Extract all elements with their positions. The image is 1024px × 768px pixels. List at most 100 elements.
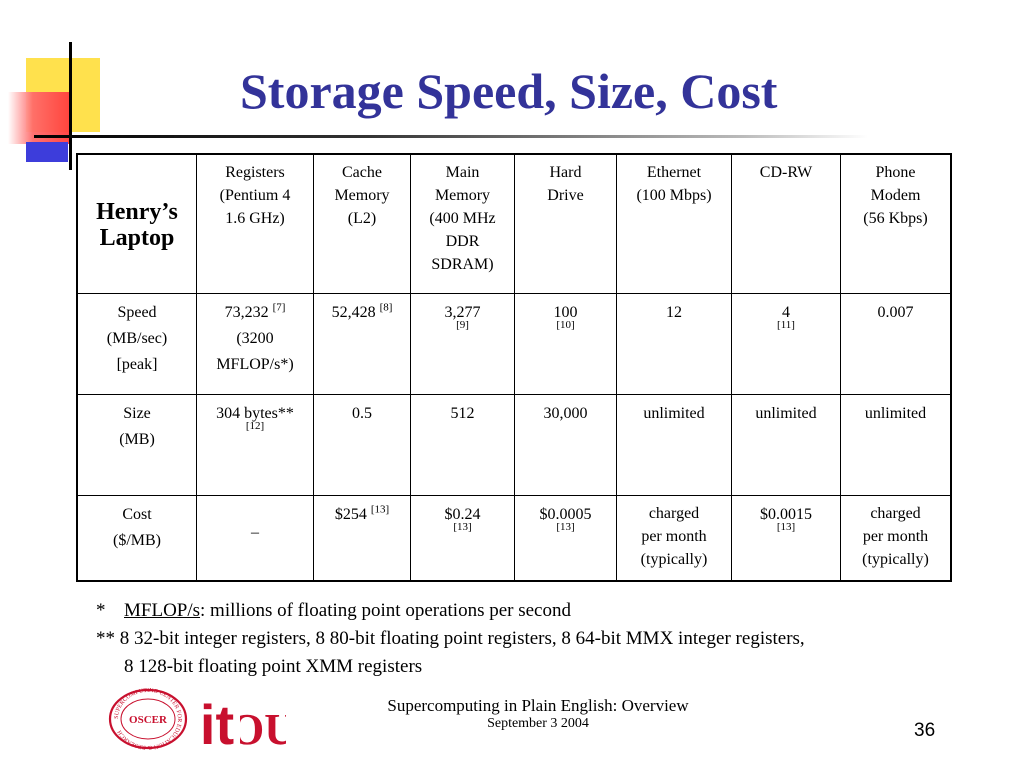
table-cell: 0.5 [313, 394, 411, 496]
column-header-line: (56 Kbps) [863, 210, 928, 227]
table-cell: charged per month (typically) [840, 495, 952, 582]
column-header: Cache Memory (L2) [313, 153, 411, 294]
cell-value: 30,000 [543, 405, 588, 422]
column-header-line: Modem [870, 187, 921, 204]
cell-line: charged [870, 505, 921, 522]
column-header-line: (Pentium 4 [219, 187, 291, 204]
row-label-line: Size [123, 405, 151, 422]
storage-table: Henry’s Laptop Registers (Pentium 4 1.6 GH… [76, 153, 952, 582]
column-header-line: (L2) [347, 210, 377, 227]
column-header-line: (100 Mbps) [636, 187, 712, 204]
cell-line: per month [641, 528, 707, 545]
ou-logo-text: OU [240, 705, 286, 750]
column-header-line: Phone [875, 164, 916, 181]
footnote-2: ** 8 32-bit integer registers, 8 80-bit … [96, 625, 805, 653]
cell-ref: [13] [556, 521, 575, 533]
column-header-line: Main [445, 164, 480, 181]
decor-blue-square [26, 142, 68, 162]
table-cell: $254 [13] [313, 495, 411, 582]
cell-value-line: 12 [621, 300, 727, 326]
footer-date: September 3 2004 [487, 716, 589, 731]
column-header: CD-RW [731, 153, 841, 294]
cell-line: charged [648, 505, 700, 522]
cell-ref: [13] [453, 521, 472, 533]
table-row: Size (MB) 304 bytes** [12] 0.5 512 30,000 unlim… [76, 394, 952, 496]
cell-value: – [251, 524, 259, 541]
footnote-1-text: : millions of floating point operations … [200, 600, 571, 621]
table-cell: – [196, 495, 314, 582]
cell-value-line: $0.24 [415, 502, 510, 528]
cell-ref: [7] [272, 301, 286, 314]
table-cell: charged per month (typically) [616, 495, 732, 582]
cell-value: 3,277 [444, 304, 481, 321]
table-cell: 73,232 [7] (3200 MFLOP/s*) [196, 293, 314, 395]
cell-value-line: unlimited [736, 401, 836, 427]
cell-line: (typically) [640, 551, 708, 568]
column-header-line: (400 MHz [429, 210, 496, 227]
cell-value-line: 52,428 [8] [318, 300, 406, 326]
cell-value: 52,428 [331, 304, 376, 321]
column-header: Phone Modem (56 Kbps) [840, 153, 952, 294]
cell-value: unlimited [864, 405, 927, 422]
cell-value: 512 [450, 405, 475, 422]
cell-value: 73,232 [224, 304, 269, 321]
row-label-line: [peak] [116, 356, 158, 373]
table-cell: unlimited [731, 394, 841, 496]
cell-value-line: $0.0015 [736, 502, 836, 528]
table-cell: 4 [11] [731, 293, 841, 395]
cell-value: unlimited [643, 405, 705, 422]
column-header-line: DDR [445, 233, 480, 250]
cell-ref: [13] [776, 521, 796, 533]
cell-value-line: unlimited [621, 401, 727, 427]
it-logo-text: it [200, 693, 234, 750]
cell-value-line: 304 bytes** [201, 401, 309, 427]
row-label: Size (MB) [76, 394, 197, 496]
footnote-2-text: 8 32-bit integer registers, 8 80-bit flo… [115, 628, 805, 649]
table-corner-cell: Henry’s Laptop [76, 153, 197, 294]
column-header: Main Memory (400 MHz DDR SDRAM) [410, 153, 515, 294]
cell-value-line: 0.5 [318, 401, 406, 427]
cell-value: unlimited [755, 405, 817, 422]
cell-line: per month [862, 528, 929, 545]
footnote-1: * MFLOP/s: millions of floating point ope… [96, 597, 805, 625]
table-cell: 512 [410, 394, 515, 496]
cell-value-line: $0.0005 [519, 502, 612, 528]
row-label-line: Speed [117, 304, 157, 321]
cell-line: (typically) [862, 551, 929, 568]
row-label: Speed (MB/sec) [peak] [76, 293, 197, 395]
row-label-line: (MB/sec) [106, 330, 168, 347]
ou-logo: OU [240, 705, 286, 750]
table-cell: 0.007 [840, 293, 952, 395]
column-header: Registers (Pentium 4 1.6 GHz) [196, 153, 314, 294]
cell-value-line: 512 [415, 401, 510, 427]
cell-value-line: 0.007 [845, 300, 946, 326]
cell-value-line: – [201, 520, 309, 546]
cell-extra-line: MFLOP/s*) [216, 356, 294, 373]
table-cell: $0.0015 [13] [731, 495, 841, 582]
cell-value: 0.5 [352, 405, 372, 422]
table-cell: $0.24 [13] [410, 495, 515, 582]
cell-value-line: 4 [736, 300, 836, 326]
table-row: Cost ($/MB) – $254 [13] $0.24 [13] $0.0005 [13]… [76, 495, 952, 582]
row-label: Cost ($/MB) [76, 495, 197, 582]
table-row: Speed (MB/sec) [peak] 73,232 [7] (3200 MFLOP/… [76, 293, 952, 395]
oscer-seal-logo: SUPERCOMPUTING CENTER FOR EDUCATION & RE… [108, 688, 188, 750]
cell-value: $0.0005 [539, 506, 592, 523]
cell-ref: [8] [379, 301, 393, 314]
footnote-1-mark: * [96, 600, 106, 621]
table-cell: 30,000 [514, 394, 617, 496]
cell-value-line: $254 [13] [318, 502, 406, 528]
row-label-line: Cost [122, 506, 152, 523]
column-header-line: Drive [547, 187, 584, 204]
page-number: 36 [914, 720, 936, 741]
cell-value: $0.24 [444, 506, 481, 523]
column-header-line: Ethernet [646, 164, 702, 181]
cell-value: 304 bytes** [216, 405, 294, 422]
cell-ref: [11] [777, 319, 795, 331]
table-cell: $0.0005 [13] [514, 495, 617, 582]
table-cell: 52,428 [8] [313, 293, 411, 395]
row-label-line: (MB) [119, 431, 155, 448]
table-cell: 3,277 [9] [410, 293, 515, 395]
footer-title: Supercomputing in Plain English: Overvie… [387, 696, 689, 715]
decor-vertical-line [69, 42, 72, 170]
